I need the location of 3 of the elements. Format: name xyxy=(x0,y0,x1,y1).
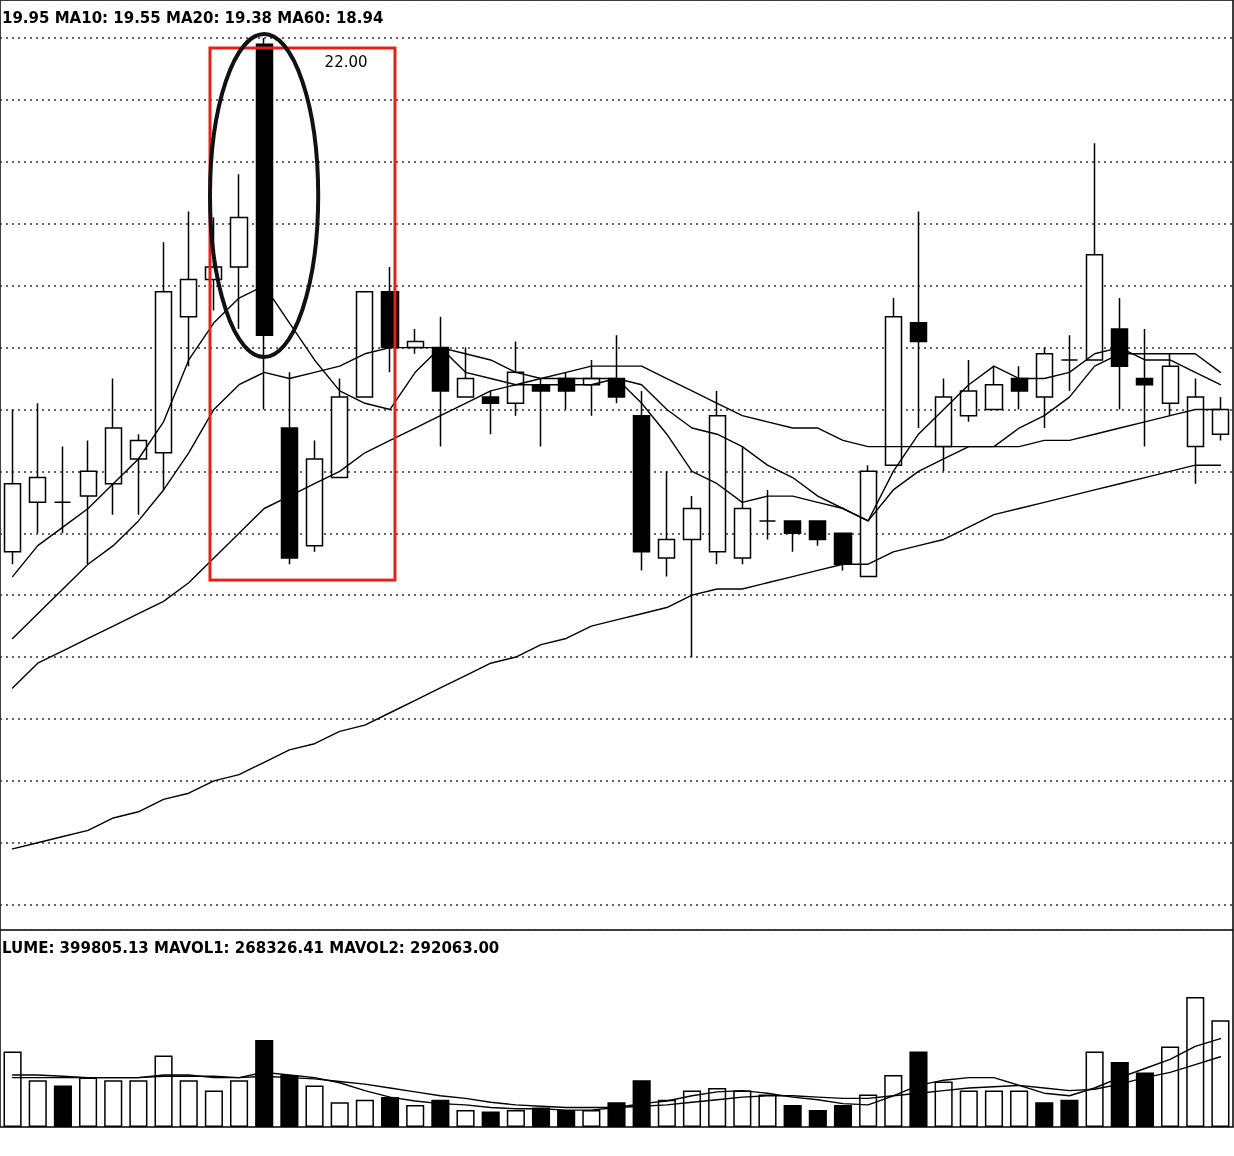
annotation: 22.00 xyxy=(324,52,368,71)
text: 19.95 MA10: 19.55 MA20: 19.38 MA60: 18.94 xyxy=(2,8,384,27)
text: LUME: 399805.13 MAVOL1: 268326.41 MAVOL2: 292063.00 xyxy=(2,938,500,957)
